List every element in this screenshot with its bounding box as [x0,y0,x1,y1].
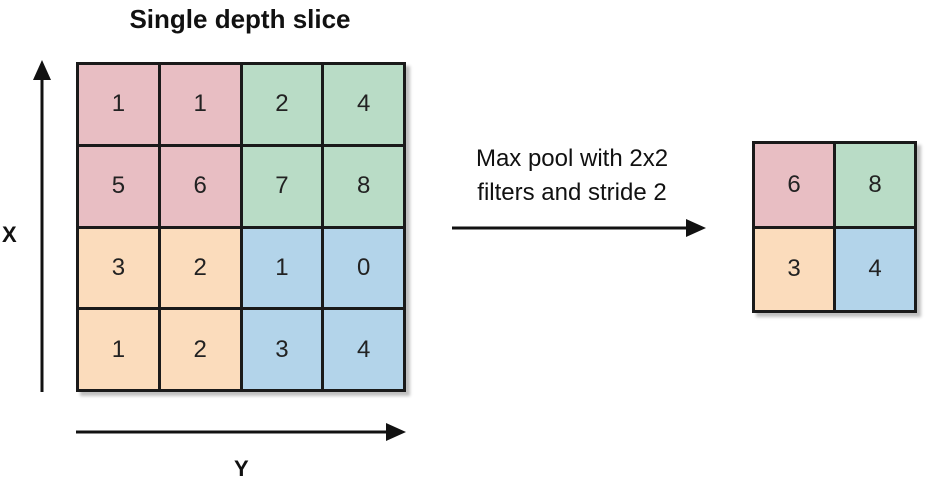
y-axis-arrow [76,423,406,441]
diagram-title: Single depth slice [129,4,351,34]
output-cell: 3 [755,228,833,310]
operation-arrow [452,219,706,237]
input-cell: 2 [160,228,240,308]
input-cell: 1 [160,65,240,144]
operation-line-2: filters and stride 2 [477,179,667,206]
input-cell: 2 [242,65,322,144]
input-cell: 5 [79,146,158,226]
output-cell: 6 [755,144,833,226]
output-cell: 8 [836,144,914,226]
operation-line-1: Max pool with 2x2 [475,145,669,172]
input-cell: 7 [242,146,322,226]
input-cell: 4 [324,65,403,144]
input-cell: 3 [242,310,322,389]
input-cell: 6 [160,146,240,226]
output-cell: 4 [836,228,914,310]
input-cell: 0 [324,228,403,308]
y-axis-label: Y [234,456,249,481]
input-cell: 1 [79,310,158,389]
input-cell: 1 [79,65,158,144]
input-cell: 4 [324,310,403,389]
input-cell: 3 [79,228,158,308]
input-cell: 2 [160,310,240,389]
x-axis-arrow [33,60,51,392]
input-cell: 8 [324,146,403,226]
input-cell: 1 [242,228,322,308]
operation-description: Max pool with 2x2 filters and stride 2 [452,142,692,210]
x-axis-label: X [2,222,17,247]
